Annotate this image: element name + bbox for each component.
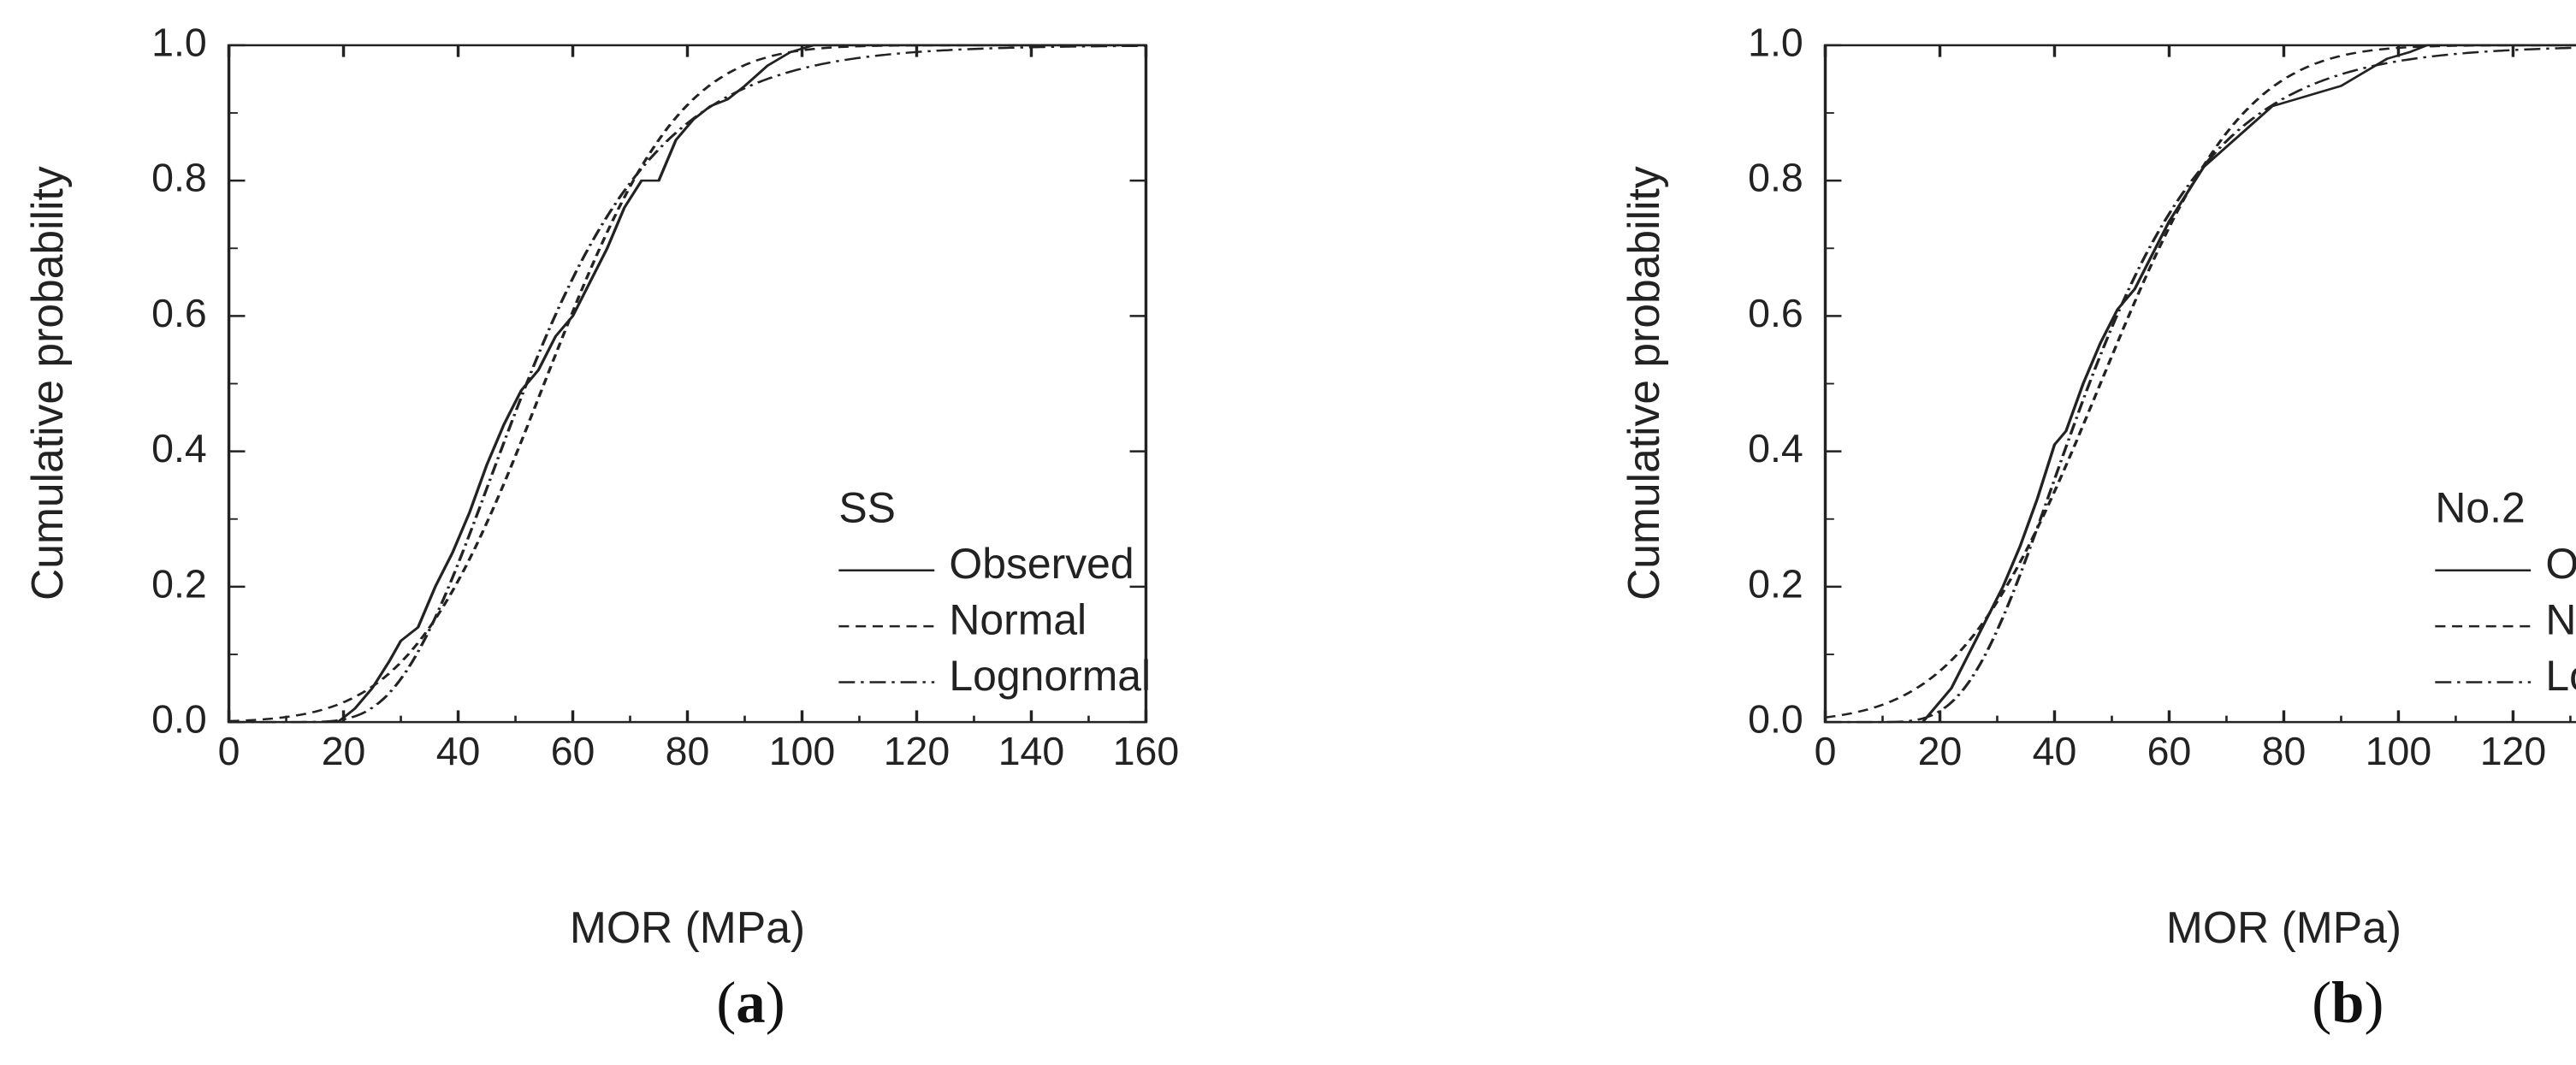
- series-lognormal-line-a: [228, 44, 1146, 724]
- x-axis-title-a: MOR (MPa): [570, 902, 805, 952]
- x-tick-label-b-40: 40: [2033, 729, 2077, 773]
- x-tick-label-a-40: 40: [436, 729, 481, 773]
- y-tick-label-a-1.0: 1.0: [151, 20, 207, 64]
- y-tick-label-b-1.0: 1.0: [1748, 20, 1803, 64]
- legend-title-b: No.2: [2435, 484, 2525, 532]
- y-tick-label-a-0.0: 0.0: [151, 697, 207, 742]
- plot-frame-b: [1823, 44, 2576, 724]
- x-tick-label-b-0: 0: [1815, 729, 1837, 773]
- panel-label-a: (a): [716, 970, 785, 1035]
- series-observed-line-a: [336, 44, 1146, 723]
- y-axis-title-a: Cumulative probability: [22, 166, 72, 601]
- y-axis-title-b: Cumulative probability: [1619, 166, 1668, 601]
- x-tick-label-b-120: 120: [2480, 729, 2546, 773]
- x-tick-label-a-140: 140: [998, 729, 1064, 773]
- x-tick-label-a-120: 120: [884, 729, 950, 773]
- legend-label-normal-b: Normal: [2545, 595, 2576, 643]
- x-tick-label-a-80: 80: [666, 729, 710, 773]
- y-tick-label-a-0.8: 0.8: [151, 156, 207, 200]
- y-tick-label-b-0.4: 0.4: [1748, 426, 1803, 470]
- series-lognormal-line-b: [1825, 46, 2576, 724]
- legend-label-observed-b: Observed: [2545, 540, 2576, 588]
- x-tick-label-b-100: 100: [2366, 729, 2431, 773]
- y-tick-label-a-0.2: 0.2: [151, 561, 207, 606]
- legend-title-a: SS: [838, 484, 896, 532]
- x-tick-label-a-20: 20: [322, 729, 366, 773]
- x-tick-label-b-20: 20: [1918, 729, 1963, 773]
- legend-label-normal-a: Normal: [949, 595, 1087, 643]
- y-tick-label-b-0.8: 0.8: [1748, 156, 1803, 200]
- y-tick-label-b-0.2: 0.2: [1748, 561, 1803, 606]
- legend-label-lognormal-b: Lognormal: [2545, 652, 2576, 700]
- y-tick-label-a-0.6: 0.6: [151, 291, 207, 335]
- x-tick-label-b-80: 80: [2262, 729, 2307, 773]
- y-tick-label-b-0.0: 0.0: [1748, 697, 1803, 742]
- panel-label-b: (b): [2312, 970, 2384, 1035]
- chart-panel-a: 0 20 40 60 80 100 120 140 160 0.0 0.2 0.4 0.6 0.8 1.0…: [22, 20, 1179, 1035]
- y-tick-label-a-0.4: 0.4: [151, 426, 207, 470]
- y-tick-label-b-0.6: 0.6: [1748, 291, 1803, 335]
- legend-label-observed-a: Observed: [949, 540, 1134, 588]
- x-tick-label-a-100: 100: [769, 729, 835, 773]
- x-tick-label-a-160: 160: [1113, 729, 1179, 773]
- x-tick-label-b-60: 60: [2147, 729, 2192, 773]
- x-axis-title-b: MOR (MPa): [2166, 902, 2401, 952]
- series-observed-line-b: [1921, 44, 2576, 723]
- x-tick-label-a-60: 60: [551, 729, 595, 773]
- series-normal-line-b: [1825, 44, 2576, 719]
- x-tick-label-a-0: 0: [218, 729, 240, 773]
- legend-label-lognormal-a: Lognormal: [949, 652, 1151, 700]
